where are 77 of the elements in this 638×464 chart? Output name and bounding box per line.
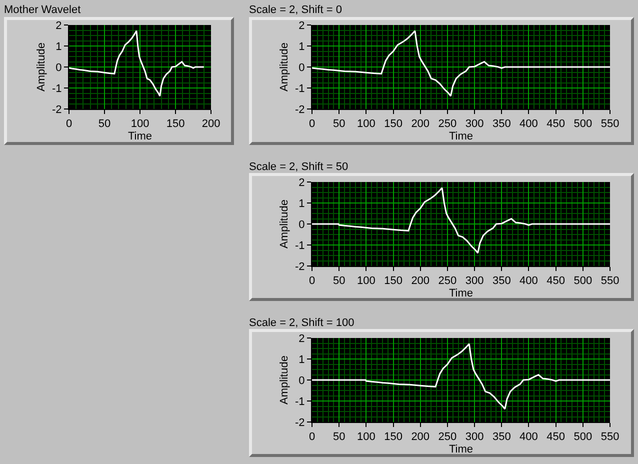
y-tick-label: -1 [295,240,305,252]
y-tick-label: 1 [298,354,305,366]
x-tick-label: 400 [520,431,538,444]
x-tick-label: 550 [600,118,620,130]
x-tick-label: 350 [492,275,511,288]
chart-title: Scale = 2, Shift = 0 [249,4,342,16]
y-tick-label: -2 [295,416,305,429]
line-series [69,30,205,97]
x-tick-label: 550 [600,275,620,288]
x-tick-label: 500 [574,275,592,288]
x-tick-label: 200 [411,275,430,288]
x-tick-label: 300 [465,118,484,130]
y-axis-title: Amplitude [278,356,291,404]
chart-title: Scale = 2, Shift = 100 [249,316,354,329]
x-tick-label: 550 [600,431,620,444]
x-tick-label: 200 [411,118,430,130]
x-tick-label: 0 [66,118,72,130]
chart-title: Scale = 2, Shift = 50 [249,160,348,173]
y-tick-label: 0 [56,62,62,74]
x-tick-label: 350 [492,118,511,130]
y-tick-label: 0 [298,62,305,74]
x-tick-label: 450 [546,118,565,130]
y-tick-label: -2 [295,104,305,116]
y-tick-label: 1 [56,40,62,53]
line-series [312,187,610,254]
x-tick-label: 150 [384,118,402,130]
x-tick-label: 250 [438,118,457,130]
y-tick-label: -2 [52,104,62,116]
x-axis-title: Time [448,443,474,456]
y-tick-label: 1 [298,198,305,210]
y-tick-label: -1 [52,82,62,95]
x-tick-label: 450 [546,431,565,444]
x-tick-label: 100 [130,118,150,130]
line-series [312,343,610,410]
x-axis-title: Time [448,287,474,300]
x-tick-label: 250 [438,431,457,444]
y-tick-label: 2 [298,20,305,32]
y-tick-label: -2 [295,260,305,273]
y-tick-label: 0 [298,218,305,231]
y-tick-label: 2 [298,332,305,345]
x-tick-label: 0 [308,275,316,288]
y-tick-label: 1 [298,40,305,53]
x-tick-label: 50 [98,118,111,130]
x-tick-label: 50 [332,431,346,444]
x-tick-label: 300 [465,275,484,288]
line-series [312,30,610,97]
x-tick-label: 500 [574,431,592,444]
chart-title: Mother Wavelet [4,4,81,16]
y-axis-title: Amplitude [278,200,291,248]
x-tick-label: 100 [357,118,376,130]
x-tick-label: 100 [357,431,376,444]
y-tick-label: 2 [298,176,305,189]
x-tick-label: 0 [308,118,316,130]
x-axis-title: Time [448,130,474,142]
y-tick-label: 2 [56,20,62,32]
x-tick-label: 0 [308,431,316,444]
y-axis-title: Amplitude [278,42,291,92]
x-tick-label: 150 [384,431,402,444]
x-tick-label: 50 [332,118,346,130]
x-tick-label: 150 [384,275,402,288]
x-tick-label: 350 [492,431,511,444]
x-tick-label: 400 [520,275,538,288]
x-tick-label: 500 [574,118,592,130]
y-tick-label: -1 [295,82,305,95]
y-tick-label: -1 [295,396,305,408]
x-tick-label: 450 [546,275,565,288]
y-tick-label: 0 [298,374,305,387]
x-axis-title: Time [128,130,152,142]
x-tick-label: 200 [411,431,430,444]
x-tick-label: 100 [357,275,376,288]
x-tick-label: 150 [166,118,185,130]
x-tick-label: 200 [202,118,220,130]
x-tick-label: 50 [332,275,346,288]
y-axis-title: Amplitude [36,42,48,92]
x-tick-label: 400 [520,118,538,130]
x-tick-label: 250 [438,275,457,288]
x-tick-label: 300 [465,431,484,444]
